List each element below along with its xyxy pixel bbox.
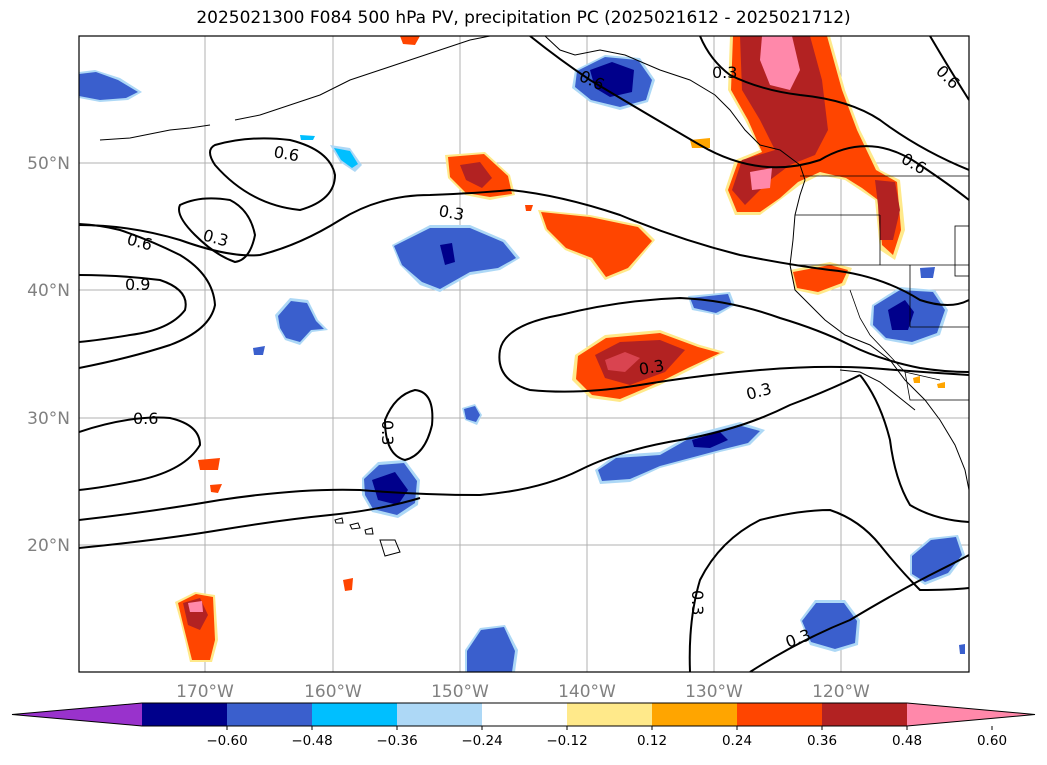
contour-03-small-loop [383, 388, 434, 462]
colorbar-tick-label: 0.60 [977, 733, 1007, 749]
latitude-labels: 50°N 40°N 30°N 20°N [27, 154, 70, 556]
contour-label: 0.3 [378, 420, 397, 445]
contour-label: 0.3 [437, 201, 465, 224]
lon-label: 170°W [176, 682, 234, 702]
colorbar-tick-label: −0.48 [291, 733, 332, 749]
colorbar-tick-label: −0.12 [546, 733, 587, 749]
contour-06-loop [209, 137, 337, 212]
lat-label: 30°N [27, 409, 70, 429]
colorbar-segment [482, 703, 567, 726]
contour-09 [79, 274, 187, 343]
colorbar-segment [312, 703, 397, 726]
colorbar-tick-label: −0.60 [206, 733, 247, 749]
lon-label: 130°W [685, 682, 743, 702]
contour-03-top [699, 36, 969, 171]
colorbar-segment [227, 703, 312, 726]
colorbar-tick-label: 0.24 [722, 733, 752, 749]
contour-03-lower-mid [79, 497, 421, 549]
contour-label: 0.3 [637, 356, 665, 379]
contour-03-big [79, 188, 969, 306]
lon-label: 120°W [812, 682, 870, 702]
contour-label: 0.6 [133, 409, 158, 428]
colorbar: −0.60 −0.48 −0.36 −0.24 −0.12 0.12 0.24 0.36 0.4… [11, 702, 1036, 749]
colorbar-extend-high [907, 703, 1035, 726]
pv-contours [79, 36, 969, 672]
contour-03-loop [178, 197, 257, 264]
lat-label: 20°N [27, 536, 70, 556]
colorbar-tick-label: −0.24 [461, 733, 502, 749]
colorbar-outline [11, 702, 1036, 727]
map-title: 2025021300 F084 500 hPa PV, precipitatio… [196, 8, 851, 28]
contour-03-bottom [859, 374, 969, 523]
contour-06-lower-left [79, 416, 202, 491]
contour-label: 0.3 [688, 590, 707, 615]
coastlines [99, 36, 969, 557]
contour-06-left [79, 223, 217, 369]
colorbar-segment [652, 703, 737, 726]
longitude-labels: 170°W 160°W 150°W 140°W 130°W 120°W [176, 682, 870, 702]
contour-03-mid-lower [498, 349, 969, 393]
contour-label: 0.3 [712, 63, 737, 82]
lat-label: 40°N [27, 281, 70, 301]
contour-label: 0.6 [272, 142, 300, 165]
colorbar-tick-label: 0.12 [637, 733, 667, 749]
colorbar-segment [822, 703, 907, 726]
contour-06-topright [929, 36, 969, 101]
contour-06-top [529, 36, 969, 201]
colorbar-segment [397, 703, 482, 726]
lon-label: 140°W [558, 682, 616, 702]
precip-negative-blobs [79, 55, 965, 672]
contour-03-south-right [749, 554, 969, 672]
lat-label: 50°N [27, 154, 70, 174]
contour-03-lower [79, 374, 861, 521]
plot-border [78, 35, 970, 673]
lon-label: 150°W [431, 682, 489, 702]
contour-label: 0.9 [125, 275, 150, 294]
colorbar-tick-label: 0.48 [892, 733, 922, 749]
colorbar-tick-label: −0.36 [376, 733, 417, 749]
contour-03-mid [499, 296, 969, 373]
colorbar-segment [737, 703, 822, 726]
colorbar-extend-low [12, 703, 142, 726]
contour-03-south [688, 508, 969, 672]
colorbar-segment [567, 703, 652, 726]
colorbar-tick-label: 0.36 [807, 733, 837, 749]
lon-label: 160°W [304, 682, 362, 702]
borders [790, 175, 969, 401]
colorbar-segment [142, 703, 227, 726]
